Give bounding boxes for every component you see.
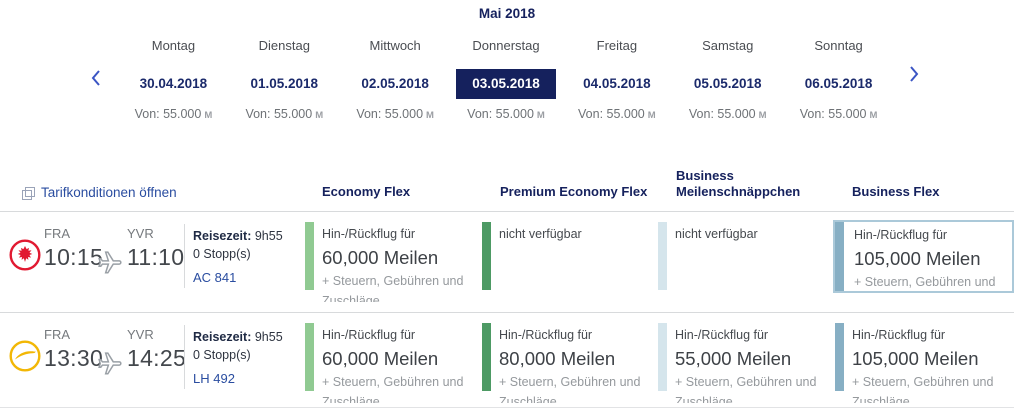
fare-color-bar — [482, 222, 491, 290]
miles-icon: M — [315, 110, 324, 121]
miles-icon: M — [204, 110, 213, 121]
calendar-day-tuesday[interactable]: Dienstag 01.05.2018 Von: 55.000 M — [229, 38, 340, 121]
miles-price: 80,000 Meilen — [499, 348, 616, 369]
origin-code: FRA — [44, 327, 70, 342]
calendar-day-friday[interactable]: Freitag 04.05.2018 Von: 55.000 M — [561, 38, 672, 121]
plane-icon — [97, 351, 123, 382]
departure-time: 13:30 — [44, 345, 104, 371]
fare-cell-premium-economy-flex[interactable]: Hin-/Rückflug für 80,000 Meilen + Steuer… — [482, 322, 659, 403]
plane-icon — [97, 250, 123, 281]
miles-price: 55,000 Meilen — [675, 348, 792, 369]
miles-price: 60,000 Meilen — [322, 348, 439, 369]
divider — [184, 224, 185, 288]
fare-cell-business-deal-unavailable: nicht verfügbar — [658, 221, 835, 302]
flight-details: Reisezeit: 9h55 0 Stopp(s) AC 841 — [193, 229, 283, 285]
fare-color-bar — [835, 222, 844, 291]
date-button[interactable]: 05.05.2018 — [693, 76, 762, 91]
date-button[interactable]: 04.05.2018 — [583, 76, 651, 91]
weekday-label: Freitag — [596, 38, 638, 53]
column-header-business-flex: Business Flex — [852, 184, 940, 199]
miles-price: 60,000 Meilen — [322, 247, 439, 268]
miles-icon: M — [869, 110, 878, 121]
origin-code: FRA — [44, 226, 70, 241]
weekday-label: Sonntag — [814, 38, 863, 53]
arrival-time: 14:25 — [127, 345, 187, 371]
date-button[interactable]: 30.04.2018 — [139, 76, 208, 91]
departure: FRA 10:15 — [44, 226, 103, 271]
miles-icon: M — [758, 110, 767, 121]
from-price: Von: 55.000 M — [245, 107, 324, 121]
month-label: Mai 2018 — [478, 6, 536, 21]
date-button[interactable]: 06.05.2018 — [804, 76, 873, 91]
weekday-label: Donnerstag — [472, 38, 540, 53]
miles-icon: M — [647, 110, 656, 121]
date-button[interactable]: 02.05.2018 — [361, 76, 429, 91]
fare-cell-business-flex-selected[interactable]: Hin-/Rückflug für 105,000 Meilen + Steue… — [833, 220, 1014, 293]
destination-code: YVR — [127, 226, 154, 241]
chevron-right-icon — [910, 66, 919, 82]
weekday-label: Mittwoch — [369, 38, 421, 53]
flight-row-ac841: FRA 10:15 YVR 11:10 Reisezeit: 9h55 0 St… — [0, 212, 1014, 312]
from-price: Von: 55.000 M — [688, 107, 767, 121]
calendar-day-monday[interactable]: Montag 30.04.2018 Von: 55.000 M — [118, 38, 229, 121]
flight-details: Reisezeit: 9h55 0 Stopp(s) LH 492 — [193, 330, 283, 386]
column-header-premium-economy-flex: Premium Economy Flex — [500, 184, 648, 199]
fare-color-bar — [305, 222, 314, 290]
stops-label: 0 Stopp(s) — [193, 247, 251, 261]
weekday-label: Dienstag — [258, 38, 310, 53]
calendar-day-thursday-selected[interactable]: Donnerstag 03.05.2018 Von: 55.000 M — [451, 38, 562, 121]
from-price: Von: 55.000 M — [134, 107, 213, 121]
previous-week-button[interactable] — [86, 64, 106, 95]
from-price: Von: 55.000 M — [467, 107, 545, 121]
date-button[interactable]: 01.05.2018 — [250, 76, 319, 91]
flight-number-link[interactable]: LH 492 — [193, 371, 235, 386]
stops-label: 0 Stopp(s) — [193, 348, 251, 362]
arrival: YVR 11:10 — [127, 226, 184, 271]
arrival-time: 11:10 — [127, 244, 185, 270]
flight-row-lh492: FRA 13:30 YVR 14:25 Reisezeit: 9h55 0 St… — [0, 312, 1014, 408]
fare-cell-business-deal[interactable]: Hin-/Rückflug für 55,000 Meilen + Steuer… — [658, 322, 835, 403]
external-window-icon — [22, 187, 35, 200]
miles-icon: M — [426, 110, 434, 121]
chevron-left-icon — [91, 70, 100, 86]
next-week-button[interactable] — [904, 60, 924, 91]
air-canada-logo — [8, 238, 42, 272]
from-price: Von: 55.000 M — [356, 107, 434, 121]
calendar-day-sunday[interactable]: Sonntag 06.05.2018 Von: 55.000 M — [783, 38, 894, 121]
departure-time: 10:15 — [44, 244, 104, 270]
departure: FRA 13:30 — [44, 327, 103, 372]
from-price: Von: 55.000 M — [578, 107, 656, 121]
destination-code: YVR — [127, 327, 154, 342]
miles-price: 105,000 Meilen — [854, 248, 981, 269]
column-header-business-deal: Business Meilenschnäppchen — [676, 168, 801, 199]
date-button-selected[interactable]: 03.05.2018 — [456, 69, 556, 99]
lufthansa-logo — [8, 339, 42, 373]
flight-number-link[interactable]: AC 841 — [193, 270, 237, 285]
date-strip: Montag 30.04.2018 Von: 55.000 M Dienstag … — [118, 38, 894, 121]
weekday-label: Samstag — [702, 38, 754, 53]
miles-icon: M — [536, 110, 545, 121]
tariff-conditions-link[interactable]: Tarifkonditionen öffnen — [22, 185, 177, 200]
calendar-day-wednesday[interactable]: Mittwoch 02.05.2018 Von: 55.000 M — [340, 38, 451, 121]
fare-cell-economy-flex[interactable]: Hin-/Rückflug für 60,000 Meilen + Steuer… — [305, 322, 482, 403]
arrival: YVR 14:25 — [127, 327, 186, 372]
fare-table-header: Tarifkonditionen öffnen Economy Flex Pre… — [0, 150, 1014, 212]
weekday-label: Montag — [151, 38, 196, 53]
from-price: Von: 55.000 M — [799, 107, 878, 121]
calendar-day-saturday[interactable]: Samstag 05.05.2018 Von: 55.000 M — [672, 38, 783, 121]
fare-color-bar — [482, 323, 491, 391]
fare-color-bar — [835, 323, 844, 391]
fare-cell-business-flex[interactable]: Hin-/Rückflug für 105,000 Meilen + Steue… — [835, 322, 1012, 403]
tariff-conditions-label: Tarifkonditionen öffnen — [41, 185, 177, 200]
fare-color-bar — [658, 323, 667, 391]
fare-cell-economy-flex[interactable]: Hin-/Rückflug für 60,000 Meilen + Steuer… — [305, 221, 482, 302]
fare-color-bar — [658, 222, 667, 290]
column-header-economy-flex: Economy Flex — [322, 184, 411, 199]
miles-price: 105,000 Meilen — [852, 348, 979, 369]
divider — [184, 325, 185, 389]
fare-cell-premium-economy-unavailable: nicht verfügbar — [482, 221, 659, 302]
fare-color-bar — [305, 323, 314, 391]
